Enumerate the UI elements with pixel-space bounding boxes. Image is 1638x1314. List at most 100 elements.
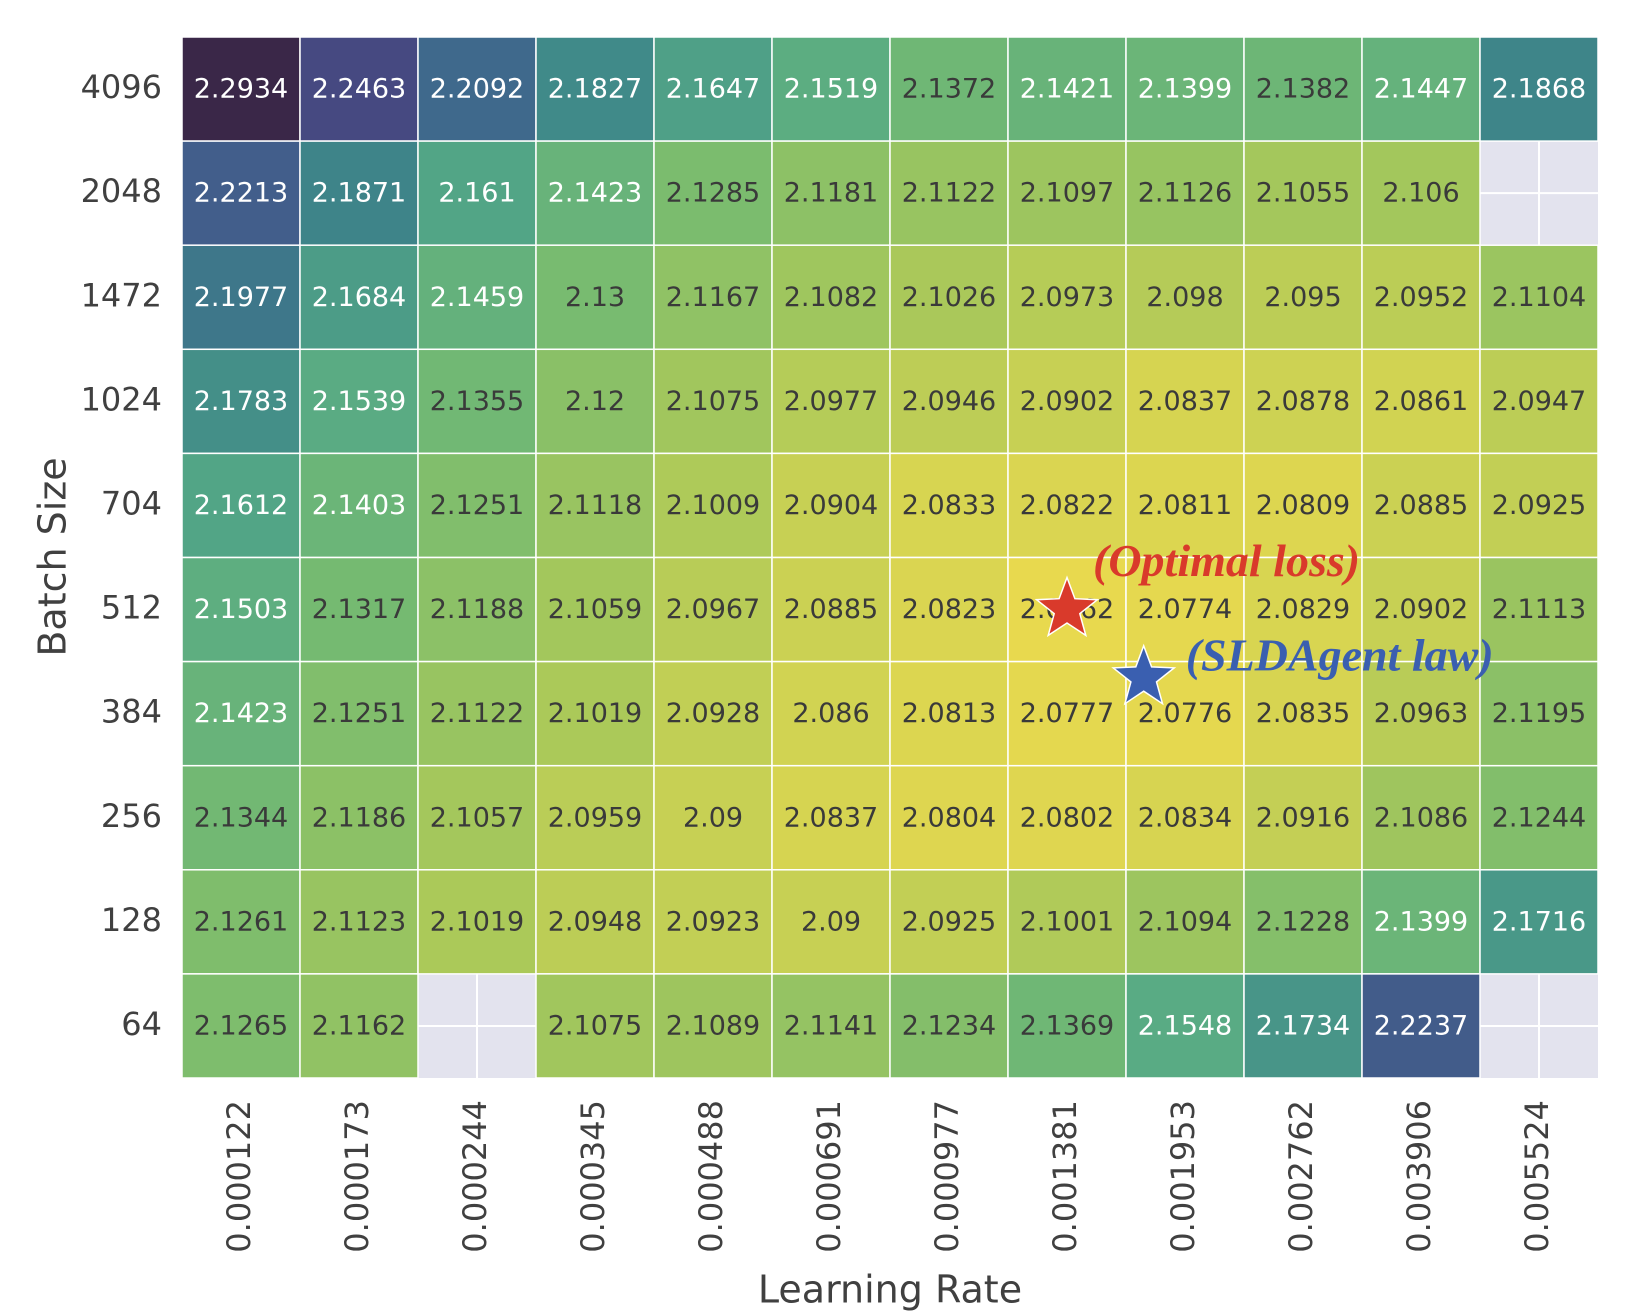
heatmap-cell [1125, 140, 1245, 246]
cell-label: 2.1519 [784, 74, 878, 105]
cell-label: 2.1369 [1020, 1010, 1114, 1041]
y-tick-label: 128 [101, 901, 162, 939]
heatmap-cell [181, 140, 301, 246]
heatmap-cell [1243, 660, 1363, 767]
cell-label: 2.0923 [666, 906, 760, 937]
cell-label: 2.0902 [1374, 594, 1468, 625]
cell-label: 2.0928 [666, 698, 760, 729]
heatmap-cell [889, 140, 1009, 246]
cell-label: 2.1265 [194, 1010, 288, 1041]
heatmap-cell [299, 556, 419, 663]
heatmap-cell [1479, 764, 1599, 871]
heatmap-cell [181, 660, 301, 767]
heatmap-cell [299, 452, 419, 559]
cell-label: 2.1251 [430, 490, 524, 521]
cell-label: 2.086 [792, 698, 869, 729]
x-tick-label: 0.005524 [1518, 1100, 1556, 1253]
cell-label: 2.095 [1264, 282, 1341, 313]
heatmap-cell [889, 244, 1009, 351]
cell-label: 2.1019 [548, 698, 642, 729]
cell-label: 2.1118 [548, 490, 642, 521]
heatmap-cell [1361, 869, 1481, 975]
cell-label: 2.1539 [312, 386, 406, 417]
cell-label: 2.1399 [1138, 74, 1232, 105]
cell-label: 2.0878 [1256, 386, 1350, 417]
y-tick-label: 1024 [81, 380, 162, 418]
heatmap-cell [535, 348, 655, 455]
cell-label: 2.1827 [548, 74, 642, 105]
cell-label: 2.0813 [902, 698, 996, 729]
heatmap-cell [1479, 869, 1599, 975]
annotation-label: (SLDAgent law) [1186, 629, 1494, 680]
heatmap-cell [181, 452, 301, 559]
cell-label: 2.2213 [194, 178, 288, 209]
heatmap-cell [299, 973, 419, 1079]
cell-label: 2.0835 [1256, 698, 1350, 729]
cell-label: 2.1126 [1138, 178, 1232, 209]
heatmap-cell [653, 973, 773, 1079]
x-tick-label: 0.000488 [692, 1100, 730, 1253]
heatmap-cell [771, 973, 891, 1079]
cell-label: 2.1977 [194, 282, 288, 313]
heatmap-cell [535, 244, 655, 351]
cell-label: 2.1783 [194, 386, 288, 417]
x-tick-label: 0.003906 [1400, 1100, 1438, 1253]
cell-label: 2.1355 [430, 386, 524, 417]
heatmap-cell [299, 348, 419, 455]
cell-label: 2.1113 [1492, 594, 1586, 625]
y-tick-label: 1472 [81, 276, 162, 314]
y-tick-label: 2048 [81, 172, 162, 210]
cell-label: 2.0916 [1256, 802, 1350, 833]
y-tick-label: 64 [121, 1005, 162, 1043]
y-tick-label: 704 [101, 484, 162, 522]
cell-label: 2.161 [438, 178, 515, 209]
heatmap-cell [889, 452, 1009, 559]
cell-label: 2.0963 [1374, 698, 1468, 729]
x-tick-label: 0.001953 [1164, 1100, 1202, 1253]
heatmap-cell [889, 764, 1009, 871]
cell-label: 2.1075 [666, 386, 760, 417]
cell-label: 2.0804 [902, 802, 996, 833]
cell-label: 2.1716 [1492, 906, 1586, 937]
cell-label: 2.0834 [1138, 802, 1232, 833]
cell-label: 2.0925 [902, 906, 996, 937]
heatmap-cell [653, 660, 773, 767]
cell-label: 2.0977 [784, 386, 878, 417]
cell-label: 2.0829 [1256, 594, 1350, 625]
cell-label: 2.1094 [1138, 906, 1232, 937]
heatmap-cell [181, 973, 301, 1079]
cell-label: 2.1059 [548, 594, 642, 625]
heatmap-cell [1361, 244, 1481, 351]
y-tick-label: 512 [101, 589, 162, 627]
cell-label: 2.1122 [902, 178, 996, 209]
heatmap-cell [1361, 973, 1481, 1079]
heatmap-cell [1479, 660, 1599, 767]
cell-label: 2.1195 [1492, 698, 1586, 729]
cell-label: 2.0902 [1020, 386, 1114, 417]
cell-label: 2.1285 [666, 178, 760, 209]
heatmap-cell [653, 452, 773, 559]
cell-label: 2.0973 [1020, 282, 1114, 313]
cell-label: 2.1228 [1256, 906, 1350, 937]
cell-label: 2.1612 [194, 490, 288, 521]
cell-label: 2.106 [1382, 178, 1459, 209]
cell-label: 2.0774 [1138, 594, 1232, 625]
cell-label: 2.1261 [194, 906, 288, 937]
cell-label: 2.1421 [1020, 74, 1114, 105]
heatmap-cell [299, 764, 419, 871]
annotation-star [1111, 643, 1177, 706]
cell-label: 2.1055 [1256, 178, 1350, 209]
heatmap-cell [181, 556, 301, 663]
heatmap-cell [653, 556, 773, 663]
heatmap-cell [181, 244, 301, 351]
heatmap-cell [299, 869, 419, 975]
heatmap-cell [889, 973, 1009, 1079]
heatmap-cell [1361, 452, 1481, 559]
cell-label: 2.1447 [1374, 74, 1468, 105]
heatmap-cell [535, 869, 655, 975]
cell-label: 2.0952 [1374, 282, 1468, 313]
cell-label: 2.1399 [1374, 906, 1468, 937]
heatmap-cell [417, 556, 537, 663]
heatmap-cell [889, 348, 1009, 455]
heatmap-cell [417, 140, 537, 246]
